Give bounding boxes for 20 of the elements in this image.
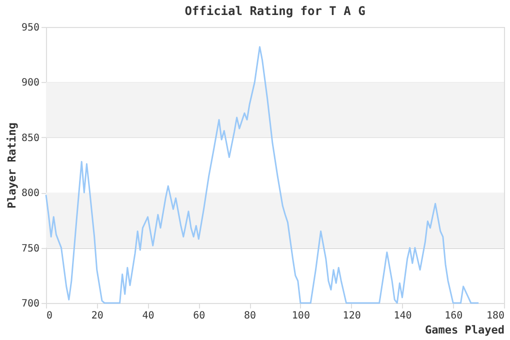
y-tick-label: 850 (21, 132, 40, 144)
chart-title: Official Rating for T A G (184, 4, 366, 18)
y-tick-label: 950 (21, 22, 40, 34)
x-tick-label: 100 (292, 310, 310, 322)
x-tick-label: 60 (193, 310, 206, 322)
x-tick-label: 160 (444, 310, 463, 322)
x-tick-label: 20 (91, 310, 104, 322)
x-tick-label: 40 (142, 310, 154, 322)
x-tick-label: 0 (46, 310, 53, 322)
x-tick-label: 140 (394, 310, 412, 322)
line-series (45, 46, 480, 304)
x-tick-label: 180 (486, 310, 504, 322)
y-axis-title: Player Rating (5, 122, 18, 209)
y-tick-label: 900 (21, 78, 40, 89)
x-tick-label: 120 (342, 310, 361, 322)
x-axis-title: Games Played (425, 324, 504, 336)
y-tick-label: 700 (21, 298, 40, 310)
y-tick-label: 800 (21, 188, 40, 200)
x-tick-label: 80 (244, 310, 256, 322)
y-tick-label: 750 (21, 243, 40, 254)
